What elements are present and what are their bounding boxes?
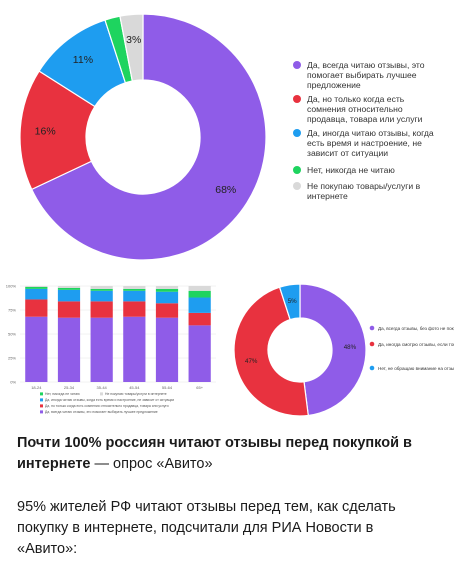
legend-swatch <box>369 325 375 331</box>
legend-swatch <box>293 166 301 174</box>
headline-rest: — опрос «Авито» <box>90 456 213 472</box>
bar-segment <box>123 290 146 302</box>
slice-value-label: 48% <box>344 344 357 351</box>
bar-segment <box>90 317 113 382</box>
y-tick-label: 25% <box>8 356 16 361</box>
legend-swatch <box>40 392 43 396</box>
slice-value-label: 5% <box>288 298 297 305</box>
legend-swatch <box>40 410 43 414</box>
headline-bold: Почти 100% россиян читают отзывы перед п… <box>17 435 412 472</box>
legend-label: Да, но только когда есть сомнения относи… <box>45 404 169 408</box>
y-tick-label: 75% <box>8 308 16 313</box>
legend-swatch <box>293 61 301 69</box>
x-tick-label: 25-34 <box>64 385 75 390</box>
x-tick-label: 65+ <box>196 385 203 390</box>
legend-label: Да, иногда читаю отзывы, когда есть врем… <box>307 128 434 158</box>
slice-value-label: 3% <box>126 34 141 46</box>
bar-segment <box>123 301 146 317</box>
legend-label: Нет, не обращаю внимание на отзывы и оце… <box>378 366 454 371</box>
slice-value-label: 16% <box>35 126 56 138</box>
bar-segment <box>123 288 146 291</box>
legend-label: Да, но только когда есть сомнения относи… <box>307 94 423 124</box>
bar-segment <box>188 297 211 313</box>
legend-label: Да, иногда смотрю отзывы, если товар сто… <box>378 342 454 347</box>
legend-swatch <box>369 365 375 371</box>
donut-slice-2 <box>278 283 301 321</box>
legend-label: Нет, никогда не читаю <box>45 392 80 396</box>
legend-label: Да, всегда отзывы, без фото не покупаю н… <box>378 326 454 331</box>
article-body: 95% жителей РФ читают отзывы перед тем, … <box>17 499 396 557</box>
legend-swatch <box>293 129 301 137</box>
bar-segment <box>25 316 48 382</box>
legend-swatch <box>100 392 103 396</box>
y-tick-label: 50% <box>8 332 16 337</box>
article-headline: Почти 100% россиян читают отзывы перед п… <box>17 433 447 475</box>
main-donut-chart: 68% 16% 11% 3% <box>19 13 267 260</box>
x-tick-label: 18-24 <box>31 385 42 390</box>
bar-segment <box>155 288 179 292</box>
legend-label: Не покупаю товары/услуги в интернете <box>307 181 421 201</box>
y-tick-label: 100% <box>6 284 17 289</box>
bar-segment <box>57 287 81 290</box>
age-stacked-bar-chart: 0% 25% 50% 75% 100% 18-24 25-34 35-44 45-54 55-64… <box>6 284 216 414</box>
legend-swatch <box>293 182 301 190</box>
bar-segment <box>188 286 211 291</box>
bar-segment <box>155 286 179 289</box>
bar-segment <box>25 286 48 287</box>
bar-segment <box>25 286 48 289</box>
x-tick-label: 45-54 <box>129 385 140 390</box>
bar-segment <box>57 317 81 382</box>
donut-slice-4 <box>119 13 144 82</box>
bar-segment <box>57 286 81 288</box>
bar-segment <box>90 288 113 291</box>
slice-value-label: 11% <box>73 54 93 66</box>
bar-segment <box>90 290 113 302</box>
bar-segment <box>25 299 48 317</box>
donut-slice-0 <box>299 283 367 417</box>
legend-swatch <box>40 398 43 402</box>
legend-swatch <box>40 404 43 408</box>
secondary-donut-chart: 48% 47% 5% Да, всегда отзывы, без фото не п… <box>233 283 454 417</box>
slice-value-label: 47% <box>245 358 258 365</box>
legend-swatch <box>293 95 301 103</box>
legend-label: Да, всегда читаю отзывы, это помогает вы… <box>45 410 158 414</box>
x-tick-label: 35-44 <box>97 385 108 390</box>
legend-label: Нет, никогда не читаю <box>307 165 395 175</box>
bar-segment <box>188 312 211 326</box>
bar-segment <box>25 288 48 300</box>
bar-segment <box>57 301 81 318</box>
slice-value-label: 68% <box>215 184 236 196</box>
bar-segment <box>57 289 81 302</box>
bar-segment <box>155 317 179 382</box>
legend-label: Не покупаю товары/услуги в интернете <box>105 392 167 396</box>
x-tick-label: 55-64 <box>162 385 173 390</box>
bar-segment <box>123 286 146 289</box>
legend-swatch <box>369 341 375 347</box>
bar-segment <box>123 316 146 382</box>
bar-segment <box>155 303 179 318</box>
bar-segment <box>188 325 211 382</box>
donut-slice-0 <box>30 13 267 260</box>
y-tick-label: 0% <box>10 380 16 385</box>
bar-segment <box>188 290 211 298</box>
bar-segment <box>90 301 113 318</box>
legend-label: Да, иногда читаю отзывы, когда есть врем… <box>45 398 174 402</box>
bar-segment <box>155 291 179 304</box>
legend-label: Да, всегда читаю отзывы, это помогает вы… <box>307 60 425 90</box>
bar-segment <box>90 286 113 289</box>
